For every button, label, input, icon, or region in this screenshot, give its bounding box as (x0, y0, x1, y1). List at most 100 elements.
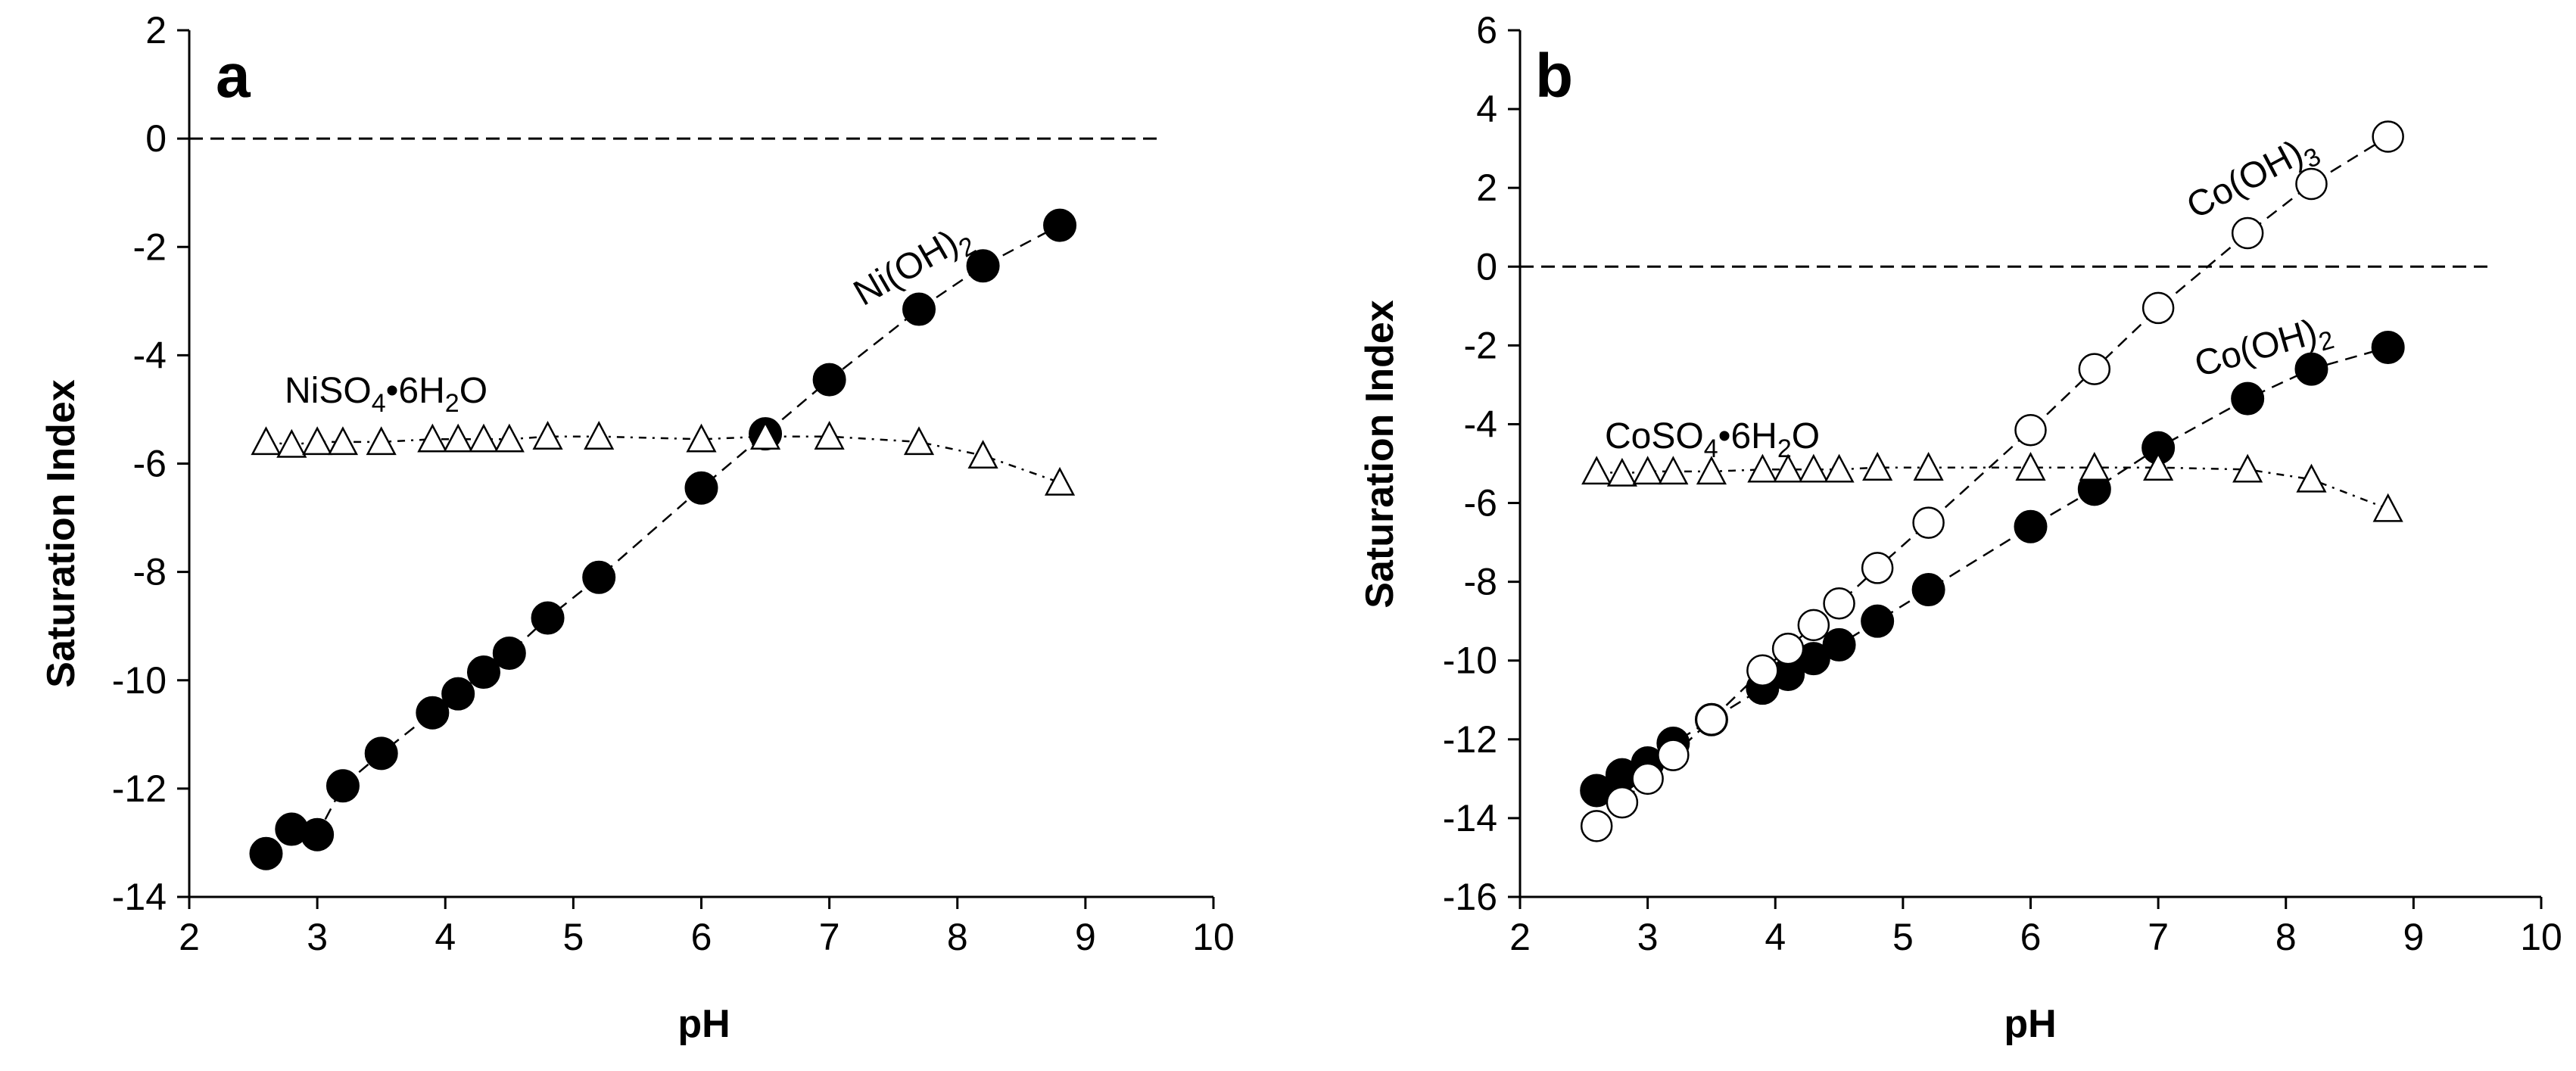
panel-a-niso4-6h2o-point (494, 423, 525, 453)
panel-a-ticks: 2 3 4 5 6 7 8 9 10 -14 -12 -10 -8 -6 -4 -2 0 2 (112, 9, 1235, 958)
panel-a-axes (188, 30, 1213, 898)
panel-b-co-oh-3-point (1823, 587, 1855, 620)
panel-a: 2 3 4 5 6 7 8 9 10 -14 -12 -10 -8 -6 -4 -2 0 2 a pH Satur… (39, 9, 1235, 1046)
panel-b-coso4-label-tail: •6H (1718, 416, 1777, 456)
panel-a-ni-oh-2-point (301, 817, 335, 852)
panel-a-niso4-label-sub2: 2 (445, 389, 459, 418)
panel-a-ni-oh-2-point (966, 249, 1000, 283)
panel-a-points (249, 208, 1077, 870)
panel-b-y-tick-label: -16 (1443, 876, 1497, 918)
panel-b-coso4-6h2o-point (2143, 452, 2174, 481)
panel-b-co-oh-3-point (1580, 810, 1613, 842)
panel-a-x-tick-label: 5 (562, 916, 584, 958)
panel-a-x-tick-label: 8 (947, 916, 968, 958)
panel-b-co-oh3-label-main: Co(OH) (2180, 132, 2310, 226)
panel-a-niso4-6h2o-point (903, 426, 935, 456)
panel-b-y-tick-label: 2 (1476, 167, 1497, 209)
panel-b-coso4-6h2o-point (1581, 456, 1612, 485)
panel-a-y-tick-label: 2 (145, 9, 167, 51)
panel-a-y-tick-label: -6 (133, 443, 167, 485)
panel-a-ni-oh-2-line (265, 224, 1061, 855)
panel-b-co-oh-3-point (1631, 762, 1664, 795)
panel-a-niso4-6h2o-point (749, 421, 781, 450)
panel-b-x-tick-label: 4 (1765, 916, 1786, 958)
panel-b-x-tick-label: 6 (2020, 916, 2042, 958)
panel-b-y-axis-title: Saturation Index (1358, 300, 1402, 608)
panel-b-co-oh-3-point (1912, 506, 1945, 539)
panel-b-x-tick-label: 7 (2148, 916, 2169, 958)
panel-a-ni-oh-2-point (364, 736, 398, 771)
panel-b-co-oh-2-point (2294, 352, 2328, 386)
panel-b-coso4-6h2o-point (1913, 452, 1944, 481)
panel-a-niso4-6h2o-point (967, 440, 998, 469)
panel-a-niso4-label-end: O (459, 371, 487, 411)
panel-a-x-tick-label: 4 (435, 916, 456, 958)
panel-b-x-tick-label: 5 (1892, 916, 1914, 958)
panel-a-niso4-6h2o-point (366, 426, 397, 456)
panel-b-coso4-label-sub: 4 (1704, 434, 1718, 463)
panel-a-niso4-label: NiSO4•6H2O (285, 371, 487, 418)
panel-a-y-tick-label: -4 (133, 334, 167, 376)
panel-b-co-oh-3-point (1657, 739, 1690, 771)
panel-b-coso4-6h2o-point (1798, 453, 1829, 483)
panel-a-ni-oh-2-point (249, 836, 283, 870)
panel-a-x-tick-label: 9 (1075, 916, 1096, 958)
panel-b-co-oh-2-point (1861, 604, 1895, 638)
panel-b-coso4-6h2o-point (1862, 452, 1893, 481)
panel-b-coso4-6h2o-point (1658, 456, 1689, 485)
panel-b-co-oh-2-point (1911, 573, 1945, 607)
panel-a-ni-oh-2-point (531, 601, 565, 635)
panel-a-niso4-6h2o-point (468, 423, 500, 453)
panel-a-niso4-6h2o-point (327, 426, 359, 456)
panel-b-co-oh-2-point (2371, 330, 2405, 364)
panel-a-niso4-label-main: NiSO (285, 371, 372, 411)
panel-a-ni-oh-2-point (416, 696, 450, 730)
panel-b-co-oh-2-point (1822, 627, 1856, 662)
panel-a-ni-oh-2-point (492, 636, 526, 670)
panel-a-y-tick-label: -2 (133, 226, 167, 268)
panel-a-niso4-6h2o-point (251, 426, 282, 456)
panel-a-niso4-6h2o-point (532, 421, 563, 450)
panel-b-co-oh-3-point (1861, 552, 1894, 584)
panel-b-ticks: 2 3 4 5 6 7 8 9 10 -16 -14 -12 -10 -8 -6 -4 -2 0 2 4 6 (1443, 9, 2562, 958)
panel-a-ni-oh-2-point (466, 655, 500, 690)
panel-b-x-tick-label: 2 (1509, 916, 1531, 958)
panel-b-points (1580, 120, 2405, 842)
panel-a-ni-oh-2-point (326, 769, 360, 803)
panel-b-co-oh-3-point (1746, 654, 1779, 686)
panel-a-y-tick-label: -8 (133, 551, 167, 593)
panel-b-coso4-6h2o-point (1824, 453, 1855, 483)
panel-b-y-tick-label: 4 (1476, 88, 1497, 130)
panel-b-y-tick-label: -14 (1443, 797, 1497, 839)
panel-b-coso4-6h2o-point (2232, 453, 2263, 483)
panel-b-coso4-6h2o-point (2015, 452, 2046, 481)
panel-b-co-oh-2-point (2231, 381, 2265, 416)
panel-a-ni-oh-2-point (684, 471, 718, 505)
panel-b-x-axis-title: pH (2004, 1002, 2056, 1046)
panel-a-x-tick-label: 6 (691, 916, 712, 958)
panel-b-y-tick-label: 6 (1476, 9, 1497, 51)
panel-b-y-tick-label: -6 (1464, 482, 1497, 525)
panel-a-ni-oh-2-point (812, 363, 846, 397)
panel-a-niso4-label-tail: •6H (386, 371, 445, 411)
panel-b-y-tick-label: 0 (1476, 245, 1497, 288)
panel-b-co-oh-3-point (2014, 414, 2047, 447)
panel-b-co-oh-3-point (2141, 291, 2175, 325)
panel-b-coso4-label-main: CoSO (1605, 416, 1704, 456)
panel-b-x-tick-label: 8 (2275, 916, 2297, 958)
panel-b-y-tick-label: -2 (1464, 324, 1497, 366)
panel-a-y-tick-label: -12 (112, 767, 167, 810)
panel-a-niso4-6h2o-point (1044, 466, 1076, 496)
panel-a-x-tick-label: 3 (307, 916, 328, 958)
panel-a-niso4-6h2o-point (302, 426, 333, 456)
panel-b-coso4-6h2o-point (1773, 453, 1804, 483)
panel-b-co-oh-2-point (2014, 509, 2048, 543)
panel-b-x-tick-label: 9 (2403, 916, 2424, 958)
panel-b-coso4-6h2o-point (2372, 493, 2403, 522)
panel-a-x-tick-label: 7 (819, 916, 840, 958)
panel-a-niso4-6h2o-point (443, 423, 474, 453)
panel-a-y-tick-label: -10 (112, 659, 167, 702)
panel-b-co-oh2-label-sub: 2 (2316, 325, 2338, 357)
panel-b-y-tick-label: -4 (1464, 403, 1497, 445)
panel-b-coso4-6h2o-point (2296, 463, 2327, 493)
